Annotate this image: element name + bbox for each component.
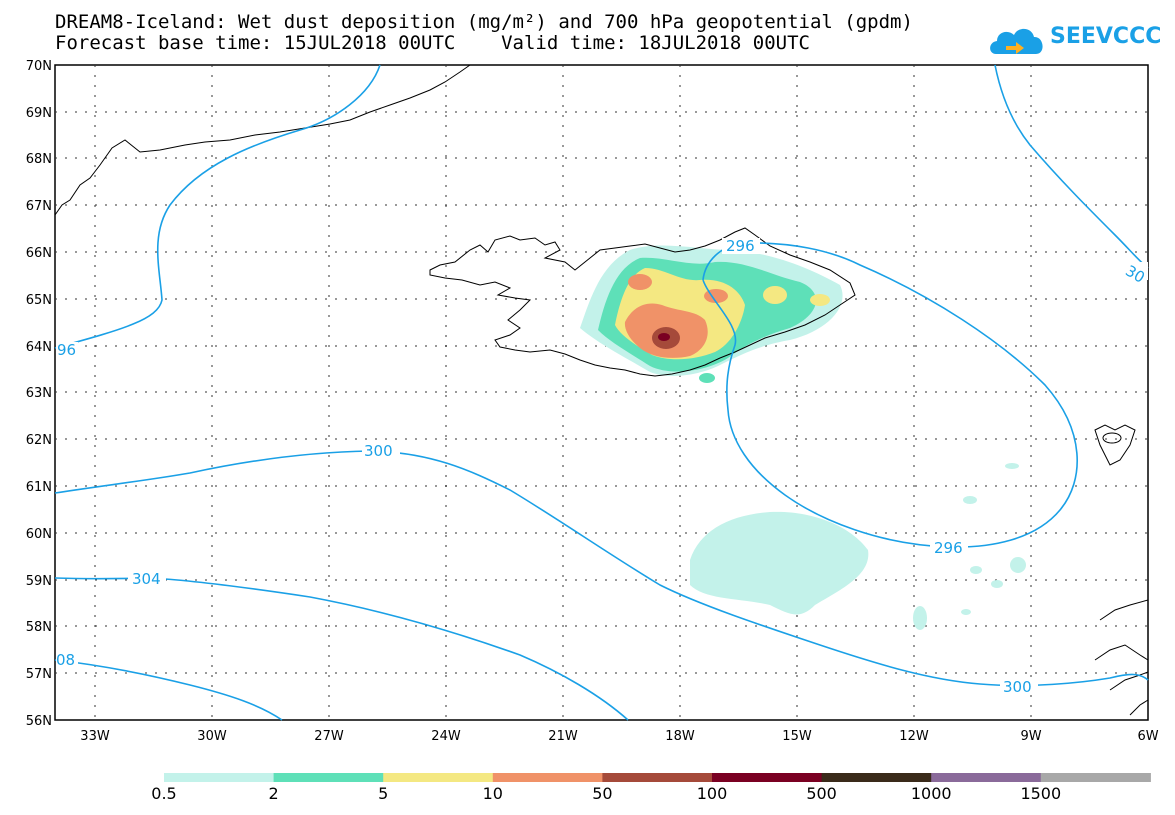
chart-subtitle: Forecast base time: 15JUL2018 00UTC Vali… (55, 32, 810, 54)
lat-label: 69N (26, 106, 52, 121)
dust-patch-small (913, 606, 927, 630)
dust-patch-east-5 (763, 286, 787, 304)
lat-label: 70N (26, 59, 52, 74)
contour-30-right (994, 64, 1149, 269)
lon-label: 33W (80, 729, 110, 744)
contour-296-greenland (54, 64, 381, 349)
dust-patch-small (991, 580, 1003, 588)
lon-label: 15W (782, 729, 812, 744)
lat-label: 63N (26, 386, 52, 401)
contour-296-loop (702, 242, 1078, 548)
lon-label: 24W (431, 729, 461, 744)
chart-title: DREAM8-Iceland: Wet dust deposition (mg/… (55, 11, 913, 33)
legend-swatch (712, 773, 823, 782)
dust-patch-small (699, 373, 715, 383)
faroe-coast (1094, 424, 1136, 466)
legend-swatch (273, 773, 384, 782)
lon-axis-labels: 33W 30W 27W 24W 21W 18W 15W 12W 9W 6W (80, 729, 1158, 744)
legend-swatch (602, 773, 713, 782)
lon-label: 18W (665, 729, 695, 744)
lon-label: 30W (197, 729, 227, 744)
dust-patch-small (963, 496, 977, 504)
coastlines (54, 64, 1149, 716)
lat-label: 58N (26, 620, 52, 635)
contour-label-296-top: 296 (726, 237, 755, 255)
legend-label: 2 (268, 784, 279, 803)
lat-label: 59N (26, 574, 52, 589)
lat-label: 61N (26, 480, 52, 495)
cloud-logo-icon (990, 28, 1043, 54)
lon-label: 27W (314, 729, 344, 744)
legend-label: 0.5 (151, 784, 177, 803)
legend-colorbar (164, 773, 1151, 782)
legend-swatch (164, 773, 275, 782)
legend-label: 50 (592, 784, 613, 803)
greenland-coast (54, 64, 471, 216)
lat-label: 68N (26, 152, 52, 167)
dust-deposition-shading (580, 245, 1026, 630)
contour-label-96-left: 96 (57, 341, 76, 359)
iceland-coast (429, 227, 856, 377)
contour-label-300-bottom: 300 (1003, 678, 1032, 696)
grid-lines (55, 65, 1148, 720)
dust-patch-small (970, 566, 982, 574)
legend-label: 500 (806, 784, 837, 803)
contour-labels: 296 296 96 30 300 300 304 08 (56, 237, 1148, 696)
legend-label: 5 (378, 784, 389, 803)
lat-label: 64N (26, 340, 52, 355)
legend-label: 1000 (910, 784, 952, 803)
contour-label-304: 304 (132, 570, 161, 588)
contour-label-300-mid: 300 (364, 442, 393, 460)
lon-label: 12W (899, 729, 929, 744)
lat-label: 66N (26, 246, 52, 261)
lat-label: 60N (26, 527, 52, 542)
legend-swatch (383, 773, 494, 782)
lat-axis-labels: 70N 69N 68N 67N 66N 65N 64N 63N 62N 61N … (26, 59, 52, 729)
dust-core-100 (658, 333, 670, 341)
dust-patch-east-5 (810, 294, 830, 306)
dust-patch-10 (628, 274, 652, 290)
dust-patch-south (690, 511, 869, 615)
contour-label-08-left: 08 (56, 651, 75, 669)
legend-swatch (1040, 773, 1151, 782)
lat-label: 67N (26, 199, 52, 214)
lat-label: 65N (26, 293, 52, 308)
logo-text: SEEVCCC (1050, 24, 1162, 49)
legend-label: 100 (696, 784, 728, 803)
contour-label-296-bottom: 296 (934, 539, 963, 557)
lat-label: 57N (26, 667, 52, 682)
contour-308 (54, 659, 283, 721)
legend-swatch (492, 773, 603, 782)
dust-patch-small (1005, 463, 1019, 469)
legend-label: 10 (482, 784, 503, 803)
dust-patch-small (961, 609, 971, 615)
contour-300-mid (54, 450, 1149, 687)
lon-label: 6W (1137, 729, 1158, 744)
legend-swatch (821, 773, 932, 782)
legend-swatch (931, 773, 1042, 782)
geopotential-contours (54, 64, 1149, 721)
legend-label: 1500 (1020, 784, 1062, 803)
contour-304 (54, 577, 629, 721)
island-coast (1102, 432, 1122, 444)
lon-label: 21W (548, 729, 578, 744)
dust-patch-small (1010, 557, 1026, 573)
lon-label: 9W (1020, 729, 1041, 744)
scotland-coast (1094, 599, 1149, 716)
lat-label: 56N (26, 714, 52, 729)
lat-label: 62N (26, 433, 52, 448)
